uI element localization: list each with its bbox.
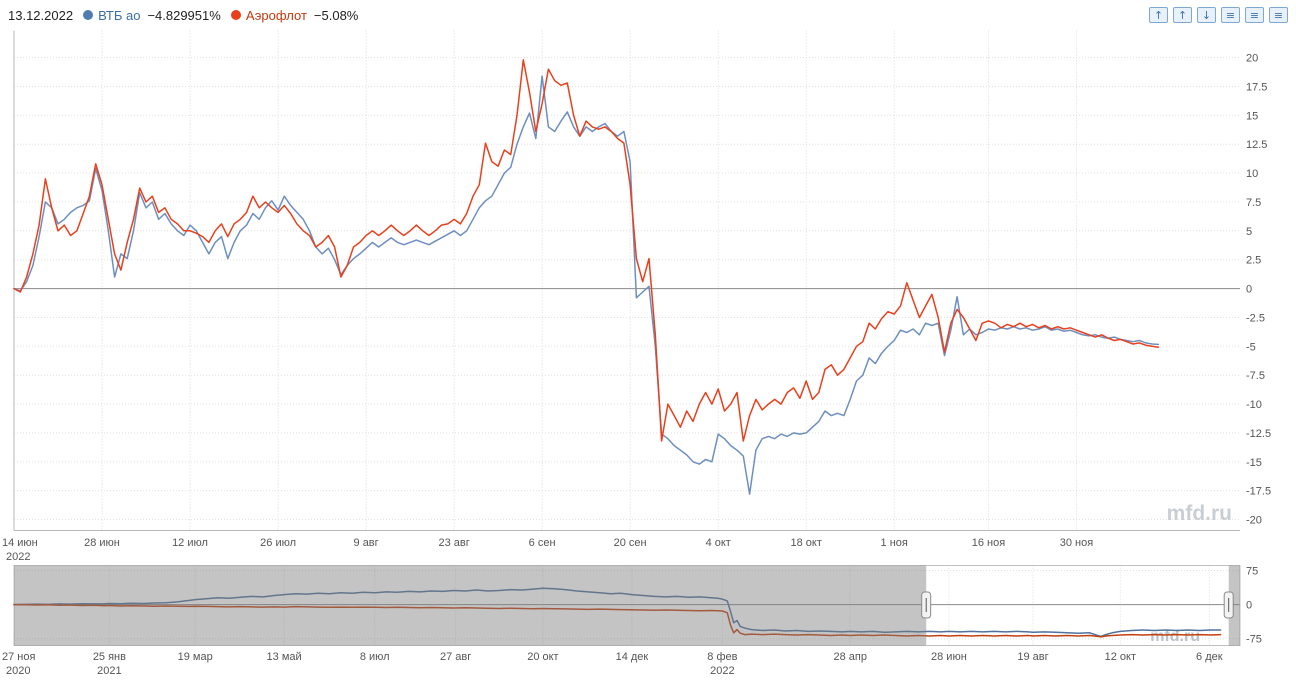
series-dot-aeroflot-icon (230, 10, 241, 20)
lines-icon: ≡ (1249, 8, 1260, 22)
svg-text:14 июн: 14 июн (2, 537, 38, 549)
svg-text:4 окт: 4 окт (706, 537, 731, 549)
lines-icon: ≡ (1225, 8, 1236, 22)
svg-text:6 дек: 6 дек (1196, 651, 1223, 663)
watermark: mfd.ru (1167, 502, 1232, 525)
svg-text:-12.5: -12.5 (1246, 428, 1271, 440)
svg-text:0: 0 (1246, 600, 1252, 612)
current-date: 13.12.2022 (8, 7, 74, 23)
svg-text:-17.5: -17.5 (1246, 486, 1271, 498)
svg-text:27 авг: 27 авг (440, 651, 471, 663)
svg-text:-5: -5 (1246, 341, 1256, 353)
arrow-down-icon: ↓ (1201, 8, 1212, 22)
main-grid (13, 30, 1240, 531)
series-dot-vtb-icon (83, 10, 94, 20)
navigator-dim-right (1228, 565, 1240, 646)
svg-text:23 авг: 23 авг (438, 537, 469, 549)
range-navigator[interactable]: mfd.ru 75 0 -75 27 ноя 2020 25 янв 2021 19 мар 13… (0, 565, 1296, 690)
svg-text:16 ноя: 16 ноя (972, 537, 1005, 549)
legend-item-vtb[interactable]: ВТБ ао −4.829951% (83, 8, 221, 23)
arrow-up-icon: ↑ (1177, 8, 1188, 22)
svg-text:6 сен: 6 сен (529, 537, 556, 549)
watermark-small: mfd.ru (1150, 628, 1200, 645)
navigator-handle-left[interactable] (921, 591, 932, 619)
main-price-chart[interactable]: mfd.ru 20 17.5 15 12.5 10 7.5 5 2.5 0 -2.5 -5 -7.5 -1… (0, 30, 1296, 565)
navigator-dim-left (14, 565, 927, 646)
svg-text:2.5: 2.5 (1246, 255, 1261, 267)
svg-text:2020: 2020 (6, 665, 30, 677)
svg-text:5: 5 (1246, 226, 1252, 238)
svg-text:-7.5: -7.5 (1246, 370, 1265, 382)
legend-value-aeroflot: −5.08% (313, 7, 359, 23)
svg-text:20: 20 (1246, 53, 1258, 65)
x-axis-labels: 14 июн 2022 28 июн 12 июл 26 июл 9 авг 23 авг 6… (2, 537, 1093, 563)
svg-text:-20: -20 (1246, 515, 1262, 527)
svg-text:30 ноя: 30 ноя (1060, 537, 1093, 549)
svg-text:2021: 2021 (97, 665, 121, 677)
navigator-y-axis-labels: 75 0 -75 (1246, 566, 1262, 646)
svg-text:20 окт: 20 окт (527, 651, 558, 663)
layout-menu-button-3[interactable]: ≡ (1269, 7, 1288, 23)
y-axis-labels: 20 17.5 15 12.5 10 7.5 5 2.5 0 -2.5 -5 -7.5 -10 -12.5… (1246, 53, 1271, 527)
svg-text:27 ноя: 27 ноя (2, 651, 35, 663)
expand-button[interactable]: ↑ (1173, 7, 1192, 23)
svg-text:0: 0 (1246, 284, 1252, 296)
svg-text:26 июл: 26 июл (260, 537, 296, 549)
svg-text:2022: 2022 (710, 665, 734, 677)
layout-menu-button-1[interactable]: ≡ (1221, 7, 1240, 23)
svg-text:28 июн: 28 июн (84, 537, 120, 549)
series-line (13, 75, 1160, 495)
svg-text:19 авг: 19 авг (1017, 651, 1048, 663)
legend-value-vtb: −4.829951% (147, 7, 221, 23)
svg-text:18 окт: 18 окт (791, 537, 822, 549)
main-chart-canvas[interactable]: mfd.ru 20 17.5 15 12.5 10 7.5 5 2.5 0 -2.5 -5 -7.5 -1… (0, 30, 1296, 565)
svg-text:8 июл: 8 июл (360, 651, 390, 663)
navigator-handle-right[interactable] (1223, 591, 1234, 619)
svg-text:17.5: 17.5 (1246, 82, 1267, 94)
svg-text:19 мар: 19 мар (178, 651, 213, 663)
save-button[interactable]: ↓ (1197, 7, 1216, 23)
series-line (13, 587, 1222, 638)
legend-name-vtb: ВТБ ао (98, 7, 141, 23)
svg-text:-75: -75 (1246, 634, 1262, 646)
legend-item-aeroflot[interactable]: Аэрофлот −5.08% (230, 7, 359, 23)
topbar: 13.12.2022 ВТБ ао −4.829951% Аэрофлот −5… (0, 0, 1296, 30)
svg-text:12.5: 12.5 (1246, 139, 1267, 151)
scale-up-button[interactable]: ↑ (1149, 7, 1168, 23)
series-line (13, 603, 1222, 638)
legend-name-aeroflot: Аэрофлот (245, 7, 307, 23)
svg-text:75: 75 (1246, 566, 1258, 578)
svg-text:-15: -15 (1246, 457, 1262, 469)
navigator-grid (13, 565, 1241, 646)
series-line (13, 59, 1160, 442)
svg-text:-2.5: -2.5 (1246, 313, 1265, 325)
svg-text:8 фев: 8 фев (707, 651, 737, 663)
svg-text:7.5: 7.5 (1246, 197, 1261, 209)
svg-text:28 апр: 28 апр (833, 651, 866, 663)
svg-text:10: 10 (1246, 168, 1258, 180)
layout-menu-button-2[interactable]: ≡ (1245, 7, 1264, 23)
lines-icon: ≡ (1273, 8, 1284, 22)
svg-text:-10: -10 (1246, 399, 1262, 411)
svg-text:2022: 2022 (6, 551, 30, 563)
arrow-up-icon: ↑ (1153, 8, 1164, 22)
navigator-canvas[interactable]: mfd.ru 75 0 -75 27 ноя 2020 25 янв 2021 19 мар 13… (0, 565, 1296, 690)
svg-text:28 июн: 28 июн (931, 651, 967, 663)
svg-text:15: 15 (1246, 110, 1258, 122)
chart-toolbar: ↑ ↑ ↓ ≡ ≡ ≡ (1149, 7, 1288, 23)
navigator-x-axis-labels: 27 ноя 2020 25 янв 2021 19 мар 13 май 8 июл 27 … (2, 651, 1223, 677)
svg-text:1 ноя: 1 ноя (881, 537, 908, 549)
svg-text:13 май: 13 май (267, 651, 302, 663)
svg-text:25 янв: 25 янв (93, 651, 126, 663)
svg-text:14 дек: 14 дек (616, 651, 649, 663)
svg-text:9 авг: 9 авг (354, 537, 379, 549)
svg-text:12 июл: 12 июл (172, 537, 208, 549)
svg-text:12 окт: 12 окт (1105, 651, 1136, 663)
svg-text:20 сен: 20 сен (614, 537, 647, 549)
